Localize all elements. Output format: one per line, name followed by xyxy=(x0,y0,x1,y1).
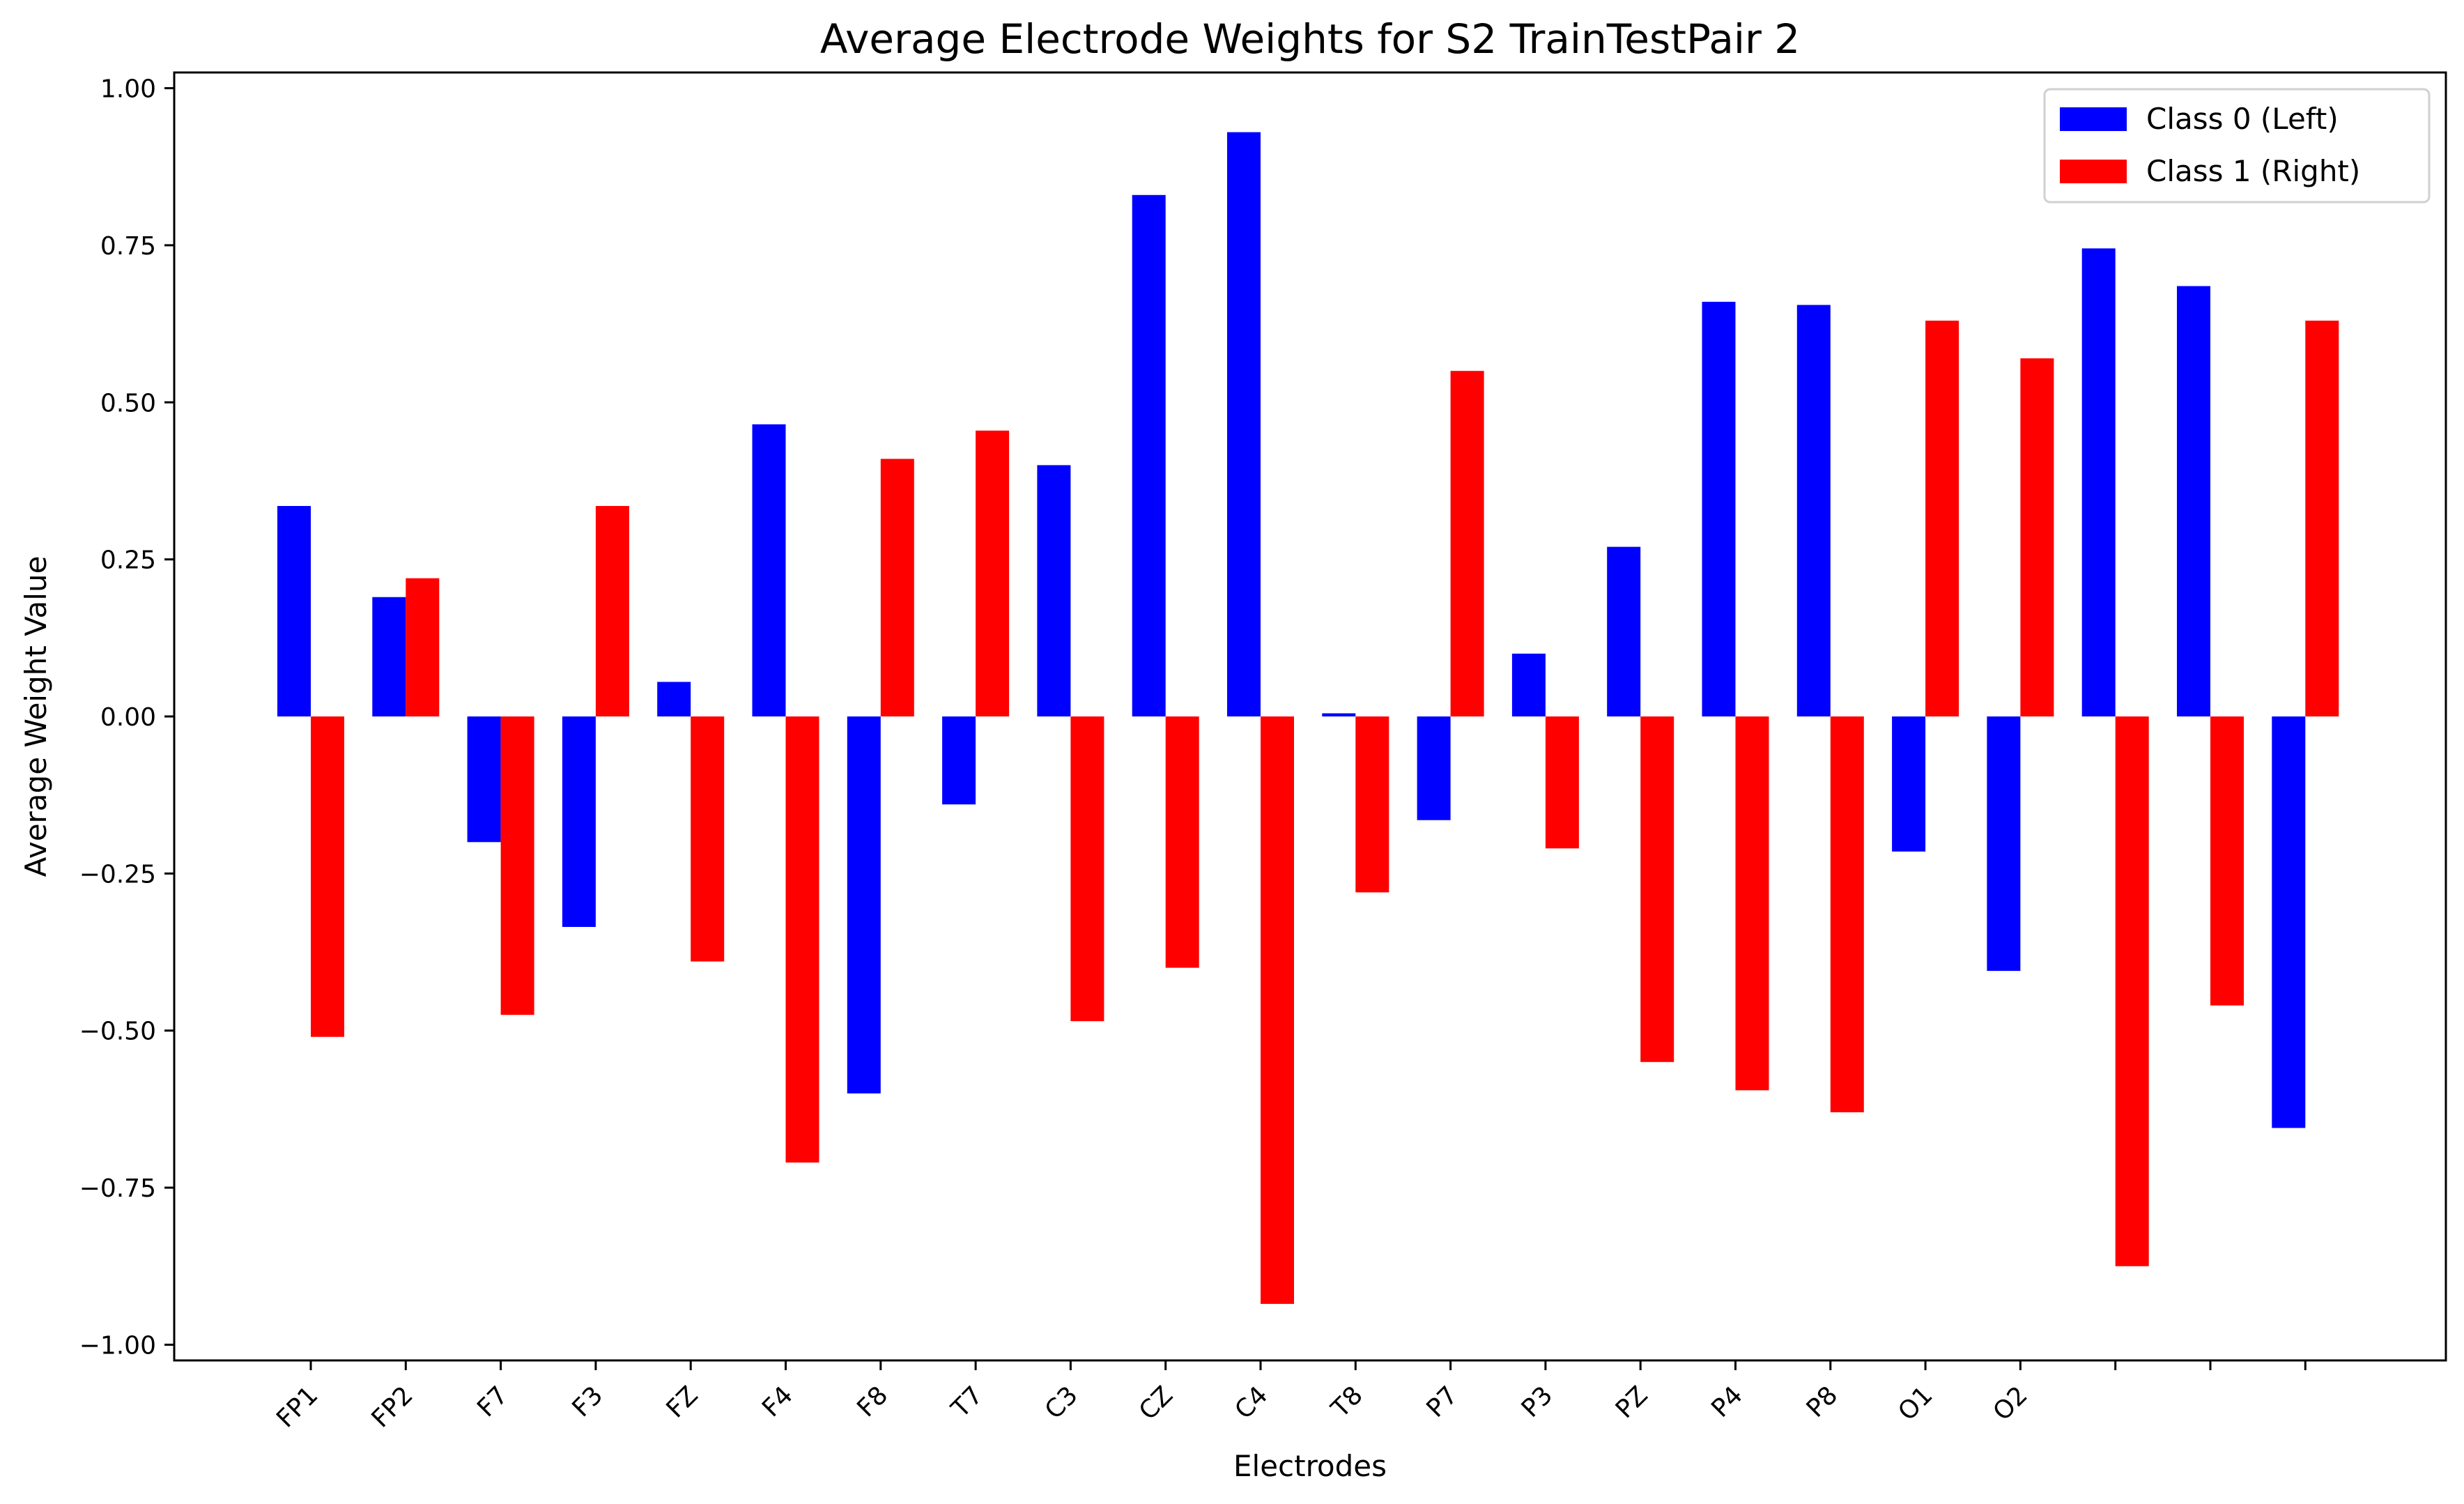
bar-class-0-P7 xyxy=(1417,716,1451,820)
bar-class-1-T8 xyxy=(1355,716,1389,893)
bar-class-1-FP2 xyxy=(406,578,440,716)
bar-class-1-C3 xyxy=(1070,716,1104,1022)
bar-class-0-FP1 xyxy=(277,506,311,716)
bar-class-0-item-21 xyxy=(2177,286,2210,716)
bar-class-1-P8 xyxy=(1830,716,1864,1112)
chart-title: Average Electrode Weights for S2 TrainTe… xyxy=(820,15,1800,63)
y-tick-label: −1.00 xyxy=(79,1331,156,1360)
bar-class-1-P3 xyxy=(1545,716,1579,849)
y-tick-label: 1.00 xyxy=(100,75,156,104)
bar-class-0-P8 xyxy=(1796,305,1831,716)
bar-class-1-F3 xyxy=(595,506,629,716)
bar-class-0-O2 xyxy=(1987,716,2021,972)
bar-class-0-T7 xyxy=(942,716,976,805)
bar-class-1-C4 xyxy=(1261,716,1294,1304)
y-tick-label: 0.00 xyxy=(100,703,156,732)
y-tick-label: 0.50 xyxy=(100,389,156,417)
legend-swatch-class-1 xyxy=(2060,160,2127,183)
bar-class-0-PZ xyxy=(1607,546,1641,716)
bar-class-1-FZ xyxy=(691,716,725,962)
bar-class-0-CZ xyxy=(1132,194,1166,716)
y-axis: −1.00 −0.75 −0.50 −0.25 0.00 0.25 0.50 0.75 1.00 xyxy=(79,75,174,1360)
bar-class-0-P3 xyxy=(1511,653,1546,716)
legend-label-class-0: Class 0 (Left) xyxy=(2146,102,2339,136)
y-tick-label: 0.75 xyxy=(100,232,156,261)
legend-frame xyxy=(2043,88,2431,204)
legend-swatch-class-0 xyxy=(2060,107,2127,131)
bar-class-0-FP2 xyxy=(372,597,406,716)
y-axis-label: Average Weight Value xyxy=(19,556,53,877)
bar-class-0-O1 xyxy=(1892,716,1926,852)
bar-class-0-item-22 xyxy=(2272,716,2306,1128)
bar-class-0-F8 xyxy=(847,716,881,1094)
bar-class-1-item-20 xyxy=(2115,716,2149,1266)
bar-class-0-FZ xyxy=(657,682,691,716)
bars-group xyxy=(277,132,2339,1304)
bar-class-1-F8 xyxy=(880,459,914,716)
bar-class-0-F3 xyxy=(562,716,596,927)
bar-class-0-P4 xyxy=(1702,302,1736,716)
bar-class-0-C4 xyxy=(1227,132,1261,716)
bar-class-0-T8 xyxy=(1322,713,1356,716)
bar-class-1-P4 xyxy=(1735,716,1769,1091)
bar-class-1-P7 xyxy=(1450,371,1484,716)
bar-class-1-O1 xyxy=(1925,321,1959,717)
y-tick-label: −0.25 xyxy=(79,860,156,889)
bar-class-1-CZ xyxy=(1165,716,1199,968)
bar-class-0-F7 xyxy=(467,716,501,843)
bar-class-0-item-20 xyxy=(2081,248,2116,716)
legend-label-class-1: Class 1 (Right) xyxy=(2146,154,2360,188)
bar-class-0-C3 xyxy=(1037,465,1071,716)
y-tick-label: 0.25 xyxy=(100,546,156,575)
bar-class-1-F7 xyxy=(500,716,534,1015)
bar-class-1-F4 xyxy=(785,716,819,1163)
x-axis-label: Electrodes xyxy=(1233,1449,1387,1483)
bar-class-1-item-22 xyxy=(2305,321,2339,717)
bar-class-1-O2 xyxy=(2020,358,2054,716)
bar-class-1-FP1 xyxy=(311,716,344,1037)
bar-class-1-PZ xyxy=(1640,716,1674,1062)
bar-class-1-item-21 xyxy=(2210,716,2244,1006)
bar-class-1-T7 xyxy=(976,430,1010,716)
plot-frame xyxy=(173,71,2447,1362)
y-tick-label: −0.50 xyxy=(79,1018,156,1046)
bar-class-0-F4 xyxy=(752,424,786,716)
y-tick-label: −0.75 xyxy=(79,1174,156,1203)
legend: Class 0 (Left) Class 1 (Right) xyxy=(2043,88,2431,204)
